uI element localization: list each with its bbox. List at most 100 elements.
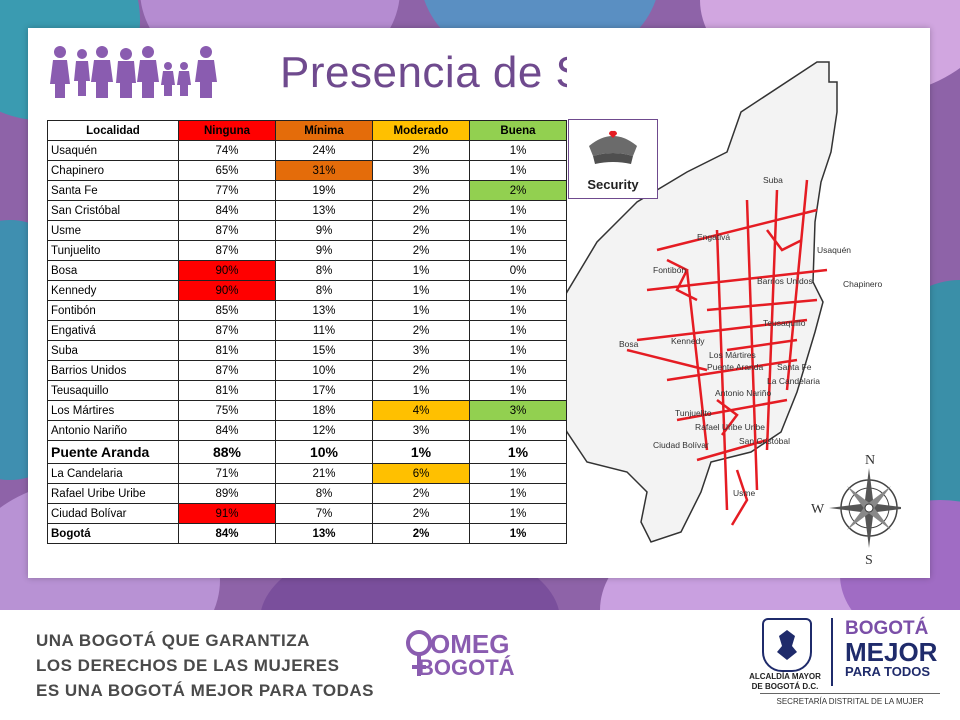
map-label-usaquen: Usaquén	[817, 245, 851, 255]
row-value: 11%	[275, 320, 373, 341]
logo-divider	[831, 618, 833, 686]
women-figures-icon	[50, 46, 217, 98]
row-localidad: San Cristóbal	[47, 200, 179, 221]
table-row: Los Mártires 75% 18% 4% 3%	[47, 400, 567, 421]
row-value: 17%	[275, 380, 373, 401]
row-value: 19%	[275, 180, 373, 201]
map-label-ciudad-bolivar: Ciudad Bolívar	[653, 440, 709, 450]
row-value: 84%	[178, 523, 276, 544]
row-value: 8%	[275, 280, 373, 301]
row-localidad: Puente Aranda	[47, 440, 179, 464]
map-label-los-martires: Los Mártires	[709, 350, 756, 360]
row-value: 1%	[469, 360, 567, 381]
table-row: Ciudad Bolívar 91% 7% 2% 1%	[47, 503, 567, 524]
row-value: 2%	[372, 523, 470, 544]
row-value: 84%	[178, 420, 276, 441]
header-ninguna: Ninguna	[178, 120, 276, 141]
table-row: Antonio Nariño 84% 12% 3% 1%	[47, 420, 567, 441]
bogota-logo-top: BOGOTÁ	[845, 618, 929, 639]
row-value: 74%	[178, 140, 276, 161]
row-value: 87%	[178, 240, 276, 261]
row-value: 4%	[372, 400, 470, 421]
row-value: 18%	[275, 400, 373, 421]
row-value: 2%	[372, 140, 470, 161]
eagle-icon	[777, 630, 797, 660]
row-localidad: Suba	[47, 340, 179, 361]
row-value: 1%	[372, 280, 470, 301]
row-localidad: La Candelaria	[47, 463, 179, 484]
map-label-san-cristobal: San Cristóbal	[739, 436, 790, 446]
map-label-fontibon: Fontibón	[653, 265, 686, 275]
bogota-crest-icon	[762, 618, 812, 672]
footer-line-2: LOS DERECHOS DE LAS MUJERES	[36, 656, 340, 675]
row-value: 8%	[275, 483, 373, 504]
table-row: Bosa 90% 8% 1% 0%	[47, 260, 567, 281]
header-buena: Buena	[469, 120, 567, 141]
row-localidad: Los Mártires	[47, 400, 179, 421]
row-localidad: Rafael Uribe Uribe	[47, 483, 179, 504]
row-value: 2%	[372, 483, 470, 504]
row-value: 84%	[178, 200, 276, 221]
row-value: 12%	[275, 420, 373, 441]
row-localidad: Usaquén	[47, 140, 179, 161]
row-value: 3%	[372, 420, 470, 441]
row-value: 1%	[469, 523, 567, 544]
row-value: 1%	[469, 160, 567, 181]
secretaria-label: SECRETARÍA DISTRITAL DE LA MUJER	[760, 693, 940, 706]
road-network	[626, 179, 828, 526]
row-value: 13%	[275, 300, 373, 321]
row-value: 81%	[178, 340, 276, 361]
row-value: 88%	[178, 440, 276, 464]
row-value: 1%	[469, 300, 567, 321]
row-value: 77%	[178, 180, 276, 201]
row-value: 3%	[469, 400, 567, 421]
omeg-logo: OMEG BOGOTÁ	[404, 625, 515, 685]
row-value: 8%	[275, 260, 373, 281]
row-value: 90%	[178, 260, 276, 281]
table-row: Usaquén 74% 24% 2% 1%	[47, 140, 567, 161]
row-value: 1%	[469, 240, 567, 261]
row-value: 3%	[372, 340, 470, 361]
table-header-row: Localidad Ninguna Mínima Moderado Buena	[47, 120, 567, 141]
header-moderado: Moderado	[372, 120, 470, 141]
row-value: 87%	[178, 320, 276, 341]
row-value: 2%	[372, 200, 470, 221]
row-value: 1%	[372, 300, 470, 321]
row-value: 1%	[469, 440, 567, 464]
row-value: 3%	[372, 160, 470, 181]
row-localidad: Santa Fe	[47, 180, 179, 201]
row-value: 2%	[469, 180, 567, 201]
row-value: 31%	[275, 160, 373, 181]
female-symbol-icon	[406, 630, 432, 676]
map-label-la-candelaria: La Candelaria	[767, 376, 820, 386]
table-row: Santa Fe 77% 19% 2% 2%	[47, 180, 567, 201]
row-value: 10%	[275, 360, 373, 381]
row-localidad: Usme	[47, 220, 179, 241]
row-value: 1%	[469, 483, 567, 504]
row-value: 2%	[372, 220, 470, 241]
row-value: 85%	[178, 300, 276, 321]
row-localidad: Antonio Nariño	[47, 420, 179, 441]
row-value: 1%	[469, 220, 567, 241]
map-label-tunjuelito: Tunjuelito	[675, 408, 712, 418]
table-row: San Cristóbal 84% 13% 2% 1%	[47, 200, 567, 221]
table-row: Barrios Unidos 87% 10% 2% 1%	[47, 360, 567, 381]
row-value: 1%	[469, 200, 567, 221]
omeg-bogota-text: BOGOTÁ	[418, 655, 515, 680]
row-value: 10%	[275, 440, 373, 464]
row-value: 13%	[275, 200, 373, 221]
row-value: 89%	[178, 483, 276, 504]
row-value: 6%	[372, 463, 470, 484]
row-value: 0%	[469, 260, 567, 281]
map-label-usme: Usme	[733, 488, 755, 498]
row-value: 1%	[469, 280, 567, 301]
row-value: 91%	[178, 503, 276, 524]
row-value: 21%	[275, 463, 373, 484]
row-value: 13%	[275, 523, 373, 544]
compass-w: W	[811, 502, 825, 517]
row-value: 1%	[372, 440, 470, 464]
row-localidad: Chapinero	[47, 160, 179, 181]
row-value: 7%	[275, 503, 373, 524]
row-value: 9%	[275, 240, 373, 261]
map-graphic: Suba Engativá Usaquén Fontibón Barrios U…	[536, 61, 918, 568]
